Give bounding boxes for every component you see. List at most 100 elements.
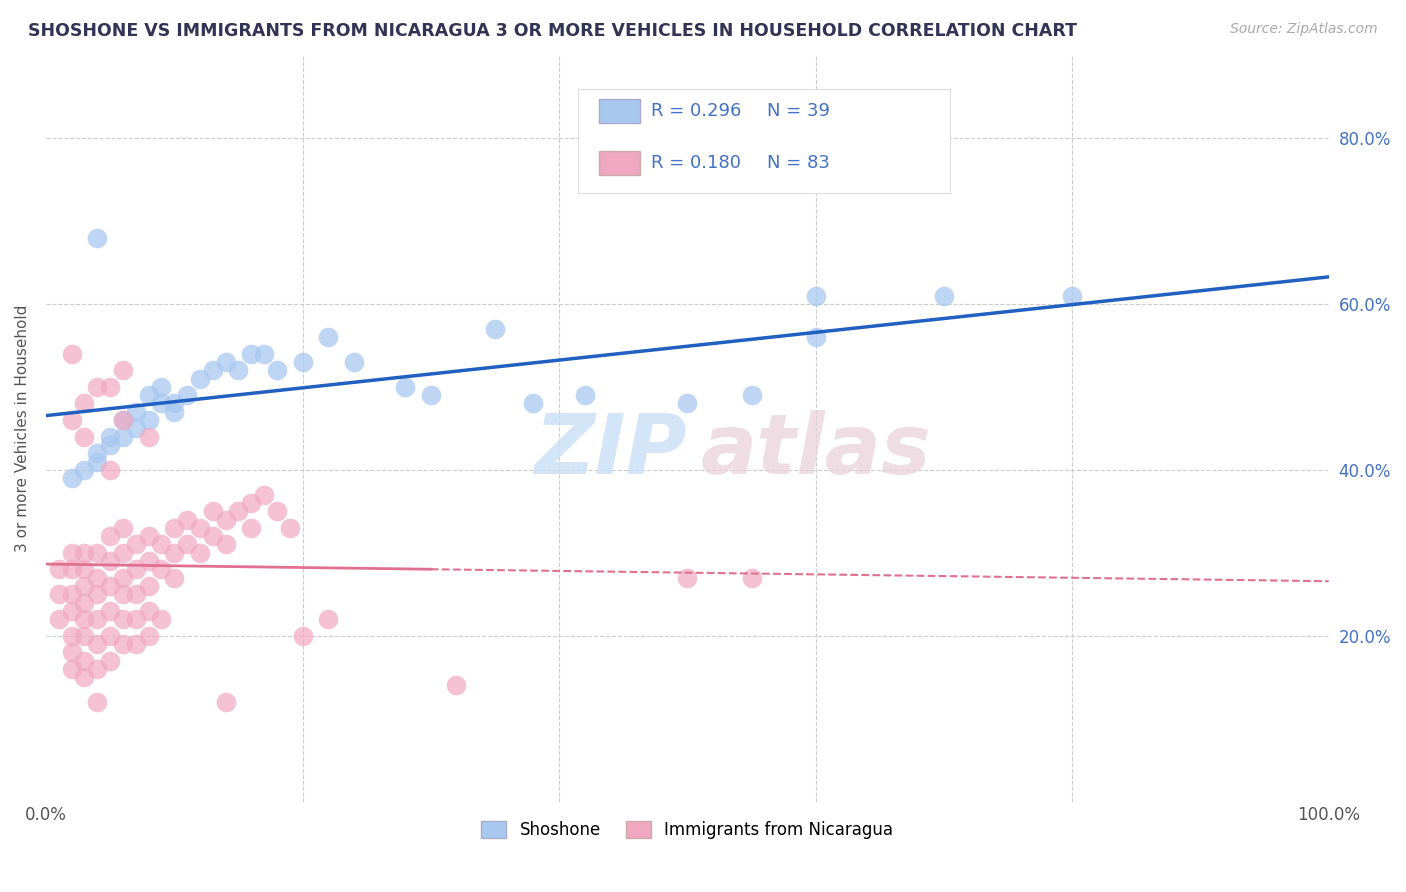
Point: [73, 579, 96, 593]
Text: R = 0.180: R = 0.180: [651, 154, 741, 172]
Point: [98, 380, 121, 394]
Point: [138, 529, 160, 543]
Point: [201, 504, 224, 518]
Point: [150, 612, 173, 626]
Point: [73, 396, 96, 410]
Point: [291, 629, 314, 643]
Point: [73, 430, 96, 444]
Point: [125, 637, 148, 651]
Point: [138, 388, 160, 402]
Point: [73, 670, 96, 684]
Point: [150, 380, 173, 394]
FancyBboxPatch shape: [599, 152, 640, 176]
Point: [138, 579, 160, 593]
Point: [125, 405, 148, 419]
Point: [214, 512, 236, 526]
Point: [253, 488, 276, 502]
Point: [150, 562, 173, 576]
Point: [98, 629, 121, 643]
Point: [240, 347, 263, 361]
Point: [214, 537, 236, 551]
Point: [86, 454, 108, 468]
Point: [48, 562, 70, 576]
Point: [86, 587, 108, 601]
Point: [163, 396, 186, 410]
Point: [253, 347, 276, 361]
Point: [111, 363, 134, 377]
Point: [60, 562, 83, 576]
Text: R = 0.296: R = 0.296: [651, 102, 742, 120]
Point: [150, 537, 173, 551]
Point: [125, 587, 148, 601]
Point: [73, 612, 96, 626]
Point: [48, 612, 70, 626]
Point: [111, 571, 134, 585]
Point: [73, 595, 96, 609]
Point: [73, 654, 96, 668]
Point: [86, 637, 108, 651]
Point: [86, 571, 108, 585]
Point: [98, 463, 121, 477]
Legend: Shoshone, Immigrants from Nicaragua: Shoshone, Immigrants from Nicaragua: [475, 814, 900, 846]
Point: [176, 512, 198, 526]
Point: [73, 546, 96, 560]
Point: [266, 363, 288, 377]
Point: [201, 529, 224, 543]
Point: [98, 438, 121, 452]
Point: [98, 604, 121, 618]
Point: [316, 612, 339, 626]
Text: SHOSHONE VS IMMIGRANTS FROM NICARAGUA 3 OR MORE VEHICLES IN HOUSEHOLD CORRELATIO: SHOSHONE VS IMMIGRANTS FROM NICARAGUA 3 …: [28, 22, 1077, 40]
Point: [125, 612, 148, 626]
Point: [60, 629, 83, 643]
Point: [176, 537, 198, 551]
Point: [111, 546, 134, 560]
Text: N = 39: N = 39: [766, 102, 830, 120]
Point: [138, 430, 160, 444]
Point: [111, 637, 134, 651]
Point: [484, 322, 506, 336]
Point: [163, 571, 186, 585]
Point: [932, 288, 955, 302]
Point: [278, 521, 301, 535]
Point: [48, 587, 70, 601]
Text: ZIP: ZIP: [534, 410, 686, 491]
Point: [73, 629, 96, 643]
Point: [228, 504, 250, 518]
Point: [86, 662, 108, 676]
Point: [176, 388, 198, 402]
Point: [138, 629, 160, 643]
Point: [150, 396, 173, 410]
Point: [804, 288, 827, 302]
Point: [138, 413, 160, 427]
Point: [60, 471, 83, 485]
Point: [60, 645, 83, 659]
Point: [111, 413, 134, 427]
Point: [60, 587, 83, 601]
Point: [188, 546, 211, 560]
FancyBboxPatch shape: [599, 99, 640, 123]
Point: [240, 496, 263, 510]
Point: [138, 554, 160, 568]
Point: [163, 405, 186, 419]
Point: [111, 521, 134, 535]
Point: [574, 388, 596, 402]
Point: [98, 529, 121, 543]
Point: [240, 521, 263, 535]
Text: N = 83: N = 83: [766, 154, 830, 172]
Point: [60, 347, 83, 361]
Point: [86, 546, 108, 560]
Point: [86, 612, 108, 626]
Point: [214, 355, 236, 369]
Point: [266, 504, 288, 518]
Point: [804, 330, 827, 344]
Point: [86, 380, 108, 394]
Point: [188, 521, 211, 535]
Point: [111, 587, 134, 601]
FancyBboxPatch shape: [578, 88, 950, 194]
Point: [73, 463, 96, 477]
Point: [741, 571, 763, 585]
Y-axis label: 3 or more Vehicles in Household: 3 or more Vehicles in Household: [15, 305, 30, 552]
Point: [394, 380, 416, 394]
Point: [163, 546, 186, 560]
Point: [741, 388, 763, 402]
